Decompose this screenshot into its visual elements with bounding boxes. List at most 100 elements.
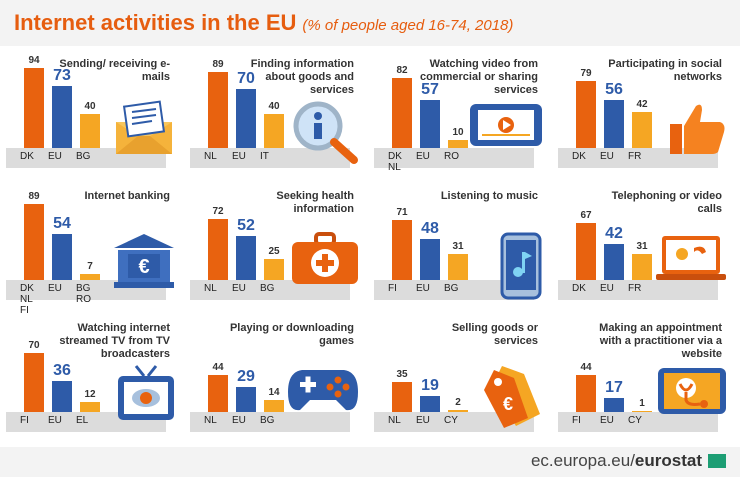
bar-eu (420, 99, 440, 148)
category-label: FI (572, 415, 581, 426)
category-label: BG (260, 283, 275, 294)
chart-title: Telephoning or video calls (611, 190, 722, 215)
bar-low-country (448, 410, 468, 412)
bar-eu (604, 397, 624, 412)
chart-baseline (374, 412, 534, 432)
data-label: 2 (455, 397, 461, 409)
envelope-icon (112, 100, 176, 161)
data-label: 89 (28, 191, 40, 203)
data-label: 31 (636, 240, 648, 252)
bar-top-country (392, 382, 412, 412)
category-label: BG (260, 415, 275, 426)
category-label: NL (204, 415, 217, 426)
bar-low-country (448, 139, 468, 148)
bar-low-country (632, 253, 652, 280)
data-label: 70 (237, 69, 255, 87)
chart-panel: 94 DK 73 EU 40 BG Sending/ receiving e-mails (6, 52, 182, 194)
data-label: 14 (268, 387, 280, 399)
price-tag-icon: € (480, 364, 544, 435)
category-label: EU (48, 415, 62, 426)
chart-baseline (374, 148, 534, 168)
chart-title: Sending/ receiving e-mails (59, 58, 170, 83)
data-label: 10 (452, 126, 464, 138)
bar-eu (604, 100, 624, 148)
data-label: 12 (84, 388, 96, 400)
category-label: EU (416, 283, 430, 294)
bar-eu (236, 235, 256, 280)
category-label: EU (600, 415, 614, 426)
bar-low-country (80, 401, 100, 412)
svg-text:€: € (138, 256, 149, 278)
data-label: 94 (28, 55, 40, 67)
category-label: IT (260, 151, 269, 162)
data-label: 70 (28, 339, 40, 351)
bar-low-country (80, 274, 100, 280)
category-label: BG (76, 151, 91, 162)
bar-low-country (264, 114, 284, 148)
chart-title: Playing or downloading games (229, 322, 354, 347)
bar-top-country (208, 374, 228, 412)
tablet-video-icon (468, 100, 544, 155)
category-label: NL (204, 283, 217, 294)
data-label: 82 (396, 65, 408, 77)
category-label: FR (628, 283, 642, 294)
bar-top-country (392, 78, 412, 148)
bar-top-country (576, 80, 596, 148)
data-label: 89 (212, 59, 224, 71)
title-bar (0, 0, 740, 46)
chart-panel: 44 FI 17 EU 1 CY Making an appointment with a … (558, 316, 734, 458)
data-label: 40 (84, 101, 96, 112)
chart-baseline (190, 148, 350, 168)
footer-bar (0, 447, 740, 477)
category-label: EU (232, 151, 246, 162)
svg-text:€: € (503, 394, 513, 414)
first-aid-icon (290, 232, 360, 291)
category-label: EU (232, 283, 246, 294)
data-label: 35 (396, 369, 408, 381)
data-label: 1 (639, 397, 645, 409)
data-label: 25 (268, 245, 280, 257)
laptop-call-icon (654, 232, 728, 287)
data-label: 44 (580, 361, 592, 373)
data-label: 67 (580, 210, 592, 222)
data-label: 42 (636, 99, 648, 111)
data-label: 40 (268, 101, 280, 112)
chart-panel: 67 DK 42 EU 31 FR Telephoning or video calls (558, 184, 734, 326)
data-label: 79 (580, 67, 592, 79)
category-label: EU (416, 415, 430, 426)
source-credit[interactable]: ec.europa.eu/eurostat (531, 451, 702, 471)
category-label: EU (600, 151, 614, 162)
chart-panel: 89 DK NL FI 54 EU 7 BG RO Internet banking € (6, 184, 182, 326)
data-label: 36 (53, 362, 71, 380)
chart-title: Watching video from commercial or sharin… (420, 58, 538, 96)
chart-title: Listening to music (440, 190, 538, 202)
category-label: DK (20, 151, 34, 162)
bar-low-country (448, 253, 468, 280)
data-label: 52 (237, 216, 255, 234)
bar-low-country (264, 400, 284, 412)
bar-eu (236, 88, 256, 148)
chart-panel: 89 NL 70 EU 40 IT Finding information about go… (190, 52, 366, 194)
chart-panel: 79 DK 56 EU 42 FR Participating in social netw… (558, 52, 734, 194)
chart-panel: 82 DK NL 57 EU 10 RO Watching video from comme… (374, 52, 550, 194)
bar-top-country (392, 219, 412, 280)
data-label: 29 (237, 368, 255, 386)
bar-top-country (24, 204, 44, 280)
chart-title: Watching internet streamed TV from TV br… (59, 322, 170, 360)
bar-low-country (80, 114, 100, 148)
bar-eu (604, 244, 624, 280)
data-label: 44 (212, 361, 224, 373)
data-label: 71 (396, 206, 408, 218)
category-label: RO (444, 151, 459, 162)
subtitle: (% of people aged 16-74, 2018) (302, 17, 514, 34)
category-label: DK NL FI (20, 283, 34, 316)
page-title: Internet activities in the EU (% of peopl… (14, 10, 513, 36)
magnifier-icon (290, 100, 360, 169)
data-label: 17 (605, 378, 623, 396)
data-label: 48 (421, 220, 439, 238)
bank-euro-icon: € (112, 232, 176, 295)
bar-eu (420, 239, 440, 280)
category-label: EU (416, 151, 430, 162)
data-label: 54 (53, 215, 71, 233)
data-label: 57 (421, 80, 439, 98)
